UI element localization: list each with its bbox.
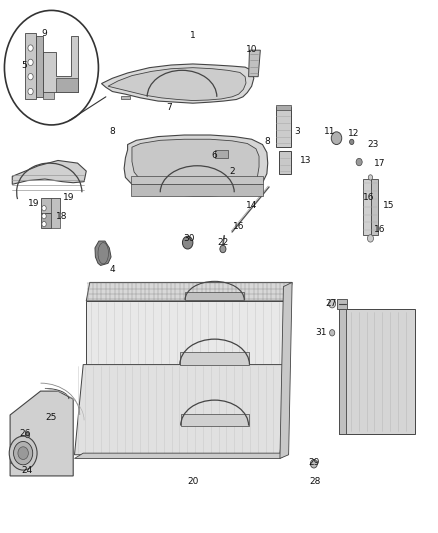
- Text: 18: 18: [56, 212, 67, 221]
- Polygon shape: [41, 198, 60, 214]
- Circle shape: [368, 175, 373, 180]
- Text: 17: 17: [374, 159, 386, 167]
- Polygon shape: [124, 135, 268, 196]
- Text: 7: 7: [166, 103, 172, 112]
- Circle shape: [9, 436, 37, 470]
- Polygon shape: [86, 301, 289, 365]
- Text: 12: 12: [348, 130, 360, 139]
- Text: 22: 22: [218, 238, 229, 247]
- Polygon shape: [249, 50, 260, 77]
- Polygon shape: [43, 36, 78, 92]
- Polygon shape: [74, 453, 289, 458]
- Text: 20: 20: [187, 477, 198, 486]
- Polygon shape: [363, 179, 371, 235]
- Circle shape: [311, 459, 318, 468]
- Polygon shape: [339, 309, 346, 433]
- Text: 31: 31: [315, 328, 327, 337]
- Text: 8: 8: [264, 138, 270, 147]
- Polygon shape: [10, 444, 23, 452]
- Polygon shape: [371, 179, 378, 235]
- Polygon shape: [131, 176, 262, 184]
- Circle shape: [183, 236, 193, 249]
- Text: 16: 16: [233, 222, 244, 231]
- Text: 16: 16: [364, 193, 375, 202]
- Polygon shape: [108, 68, 246, 101]
- Polygon shape: [41, 214, 51, 228]
- Circle shape: [18, 447, 28, 459]
- Text: 1: 1: [190, 31, 196, 41]
- Circle shape: [356, 158, 362, 166]
- Circle shape: [42, 221, 46, 227]
- Text: 24: 24: [21, 466, 32, 475]
- Circle shape: [331, 132, 342, 144]
- Text: 10: 10: [246, 45, 258, 54]
- Circle shape: [328, 300, 336, 308]
- Polygon shape: [276, 105, 291, 110]
- Polygon shape: [102, 64, 254, 103]
- Polygon shape: [74, 365, 289, 455]
- Text: 3: 3: [294, 127, 300, 136]
- Circle shape: [4, 11, 99, 125]
- Polygon shape: [276, 108, 291, 147]
- Text: 14: 14: [246, 201, 258, 210]
- Polygon shape: [185, 292, 244, 300]
- Polygon shape: [25, 33, 36, 100]
- Polygon shape: [95, 241, 111, 265]
- Polygon shape: [10, 455, 23, 463]
- Text: 8: 8: [110, 127, 115, 136]
- Polygon shape: [131, 184, 262, 196]
- Text: 2: 2: [229, 166, 235, 175]
- Text: 29: 29: [308, 458, 320, 467]
- Circle shape: [28, 74, 33, 80]
- Text: 9: 9: [41, 29, 47, 38]
- Text: 15: 15: [383, 201, 395, 210]
- Text: 26: 26: [20, 429, 31, 438]
- Polygon shape: [86, 282, 292, 301]
- Text: 6: 6: [212, 151, 218, 160]
- Text: 30: 30: [183, 234, 194, 243]
- Circle shape: [329, 329, 335, 336]
- Polygon shape: [36, 36, 43, 97]
- Polygon shape: [180, 352, 250, 365]
- Polygon shape: [280, 282, 292, 458]
- Polygon shape: [215, 150, 228, 158]
- Text: 13: 13: [300, 156, 312, 165]
- Circle shape: [28, 59, 33, 66]
- Circle shape: [367, 235, 374, 242]
- Circle shape: [25, 432, 30, 438]
- Text: 27: 27: [325, 299, 336, 308]
- Polygon shape: [10, 391, 73, 476]
- Polygon shape: [336, 300, 347, 309]
- Polygon shape: [339, 309, 415, 433]
- Circle shape: [28, 88, 33, 95]
- Polygon shape: [43, 92, 53, 100]
- Polygon shape: [12, 160, 86, 184]
- Circle shape: [14, 441, 33, 465]
- Text: 25: 25: [46, 413, 57, 422]
- Text: 28: 28: [309, 477, 321, 486]
- Polygon shape: [181, 414, 249, 425]
- Text: 5: 5: [21, 61, 27, 69]
- Circle shape: [350, 139, 354, 144]
- Polygon shape: [132, 139, 259, 192]
- Text: 4: 4: [110, 265, 115, 273]
- Text: 19: 19: [28, 199, 40, 208]
- Polygon shape: [51, 198, 60, 228]
- Text: 11: 11: [324, 127, 336, 136]
- Polygon shape: [279, 151, 291, 174]
- Circle shape: [42, 214, 46, 219]
- Text: 19: 19: [63, 193, 74, 202]
- Polygon shape: [56, 78, 78, 92]
- Text: 16: 16: [374, 225, 386, 234]
- Circle shape: [42, 206, 46, 211]
- Polygon shape: [121, 96, 130, 100]
- Circle shape: [220, 245, 226, 253]
- Circle shape: [28, 45, 33, 51]
- Text: 23: 23: [368, 140, 379, 149]
